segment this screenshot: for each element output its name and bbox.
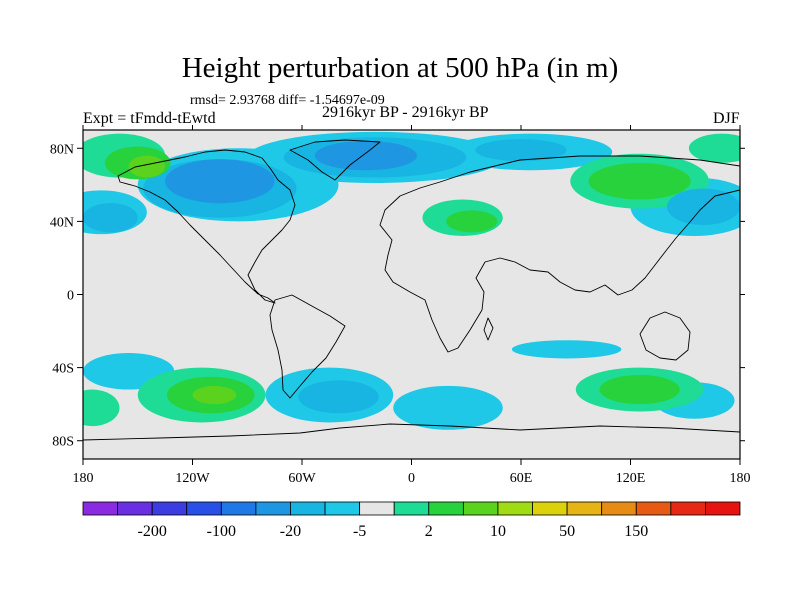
x-tick-label: 120W (175, 471, 210, 486)
coast-australia (639, 311, 691, 361)
anomaly-region (128, 155, 166, 178)
colorbar-label: 50 (559, 523, 575, 540)
anomaly-region (511, 340, 622, 359)
x-tick-label: 120E (616, 471, 646, 486)
coast-greenland (289, 139, 381, 181)
anomaly-region (83, 389, 120, 427)
colorbar-swatch (359, 501, 395, 516)
colorbar-label: 2 (425, 523, 433, 540)
colorbar-swatch (117, 501, 153, 516)
x-tick-label: 0 (408, 471, 415, 486)
x-tick-label: 60E (510, 471, 533, 486)
y-tick-label: 40N (50, 215, 74, 230)
experiment-label: Expt = tFmdd-tEwtd (83, 110, 216, 127)
colorbar-swatch (566, 501, 603, 516)
coastlines (83, 139, 740, 441)
colorbar-swatch (532, 501, 568, 516)
colorbar-swatch (497, 501, 533, 516)
chart-title: Height perturbation at 500 hPa (in m) (181, 52, 619, 84)
coast-madagascar (483, 317, 494, 341)
colorbar-swatch (186, 501, 222, 516)
coast-antarctica (83, 423, 740, 441)
y-tick-label: 80N (50, 142, 74, 157)
colorbar-label: -100 (207, 523, 236, 540)
anomaly-region (446, 210, 498, 233)
coast-north-america (117, 149, 296, 304)
anomaly-region (298, 380, 379, 414)
colorbar-label: -20 (280, 523, 301, 540)
coast-eurasia-africa (379, 155, 740, 353)
anomaly-region (688, 133, 740, 163)
anomaly-region (475, 139, 567, 162)
colorbar-swatch (255, 501, 291, 516)
colorbar-label: -200 (137, 523, 166, 540)
colorbar-swatch (428, 501, 464, 516)
y-tick-label: 80S (52, 435, 74, 450)
colorbar-swatch (393, 501, 430, 516)
x-tick-label: 180 (730, 471, 751, 486)
colorbar-label: 10 (490, 523, 506, 540)
colorbar: -200 -100 -20 -5 2 10 50 150 (82, 501, 741, 540)
colorbar-swatch (82, 501, 118, 516)
x-tick-label: 180 (73, 471, 94, 486)
axes: 180 120W 60W 0 60E 120E 180 80N 40N 0 40S 80S (50, 125, 751, 486)
colorbar-swatch (601, 501, 637, 516)
colorbar-swatch (324, 501, 361, 516)
coast-south-america (269, 294, 346, 399)
anomaly-region (588, 162, 691, 200)
time-period-label: 2916kyr BP - 2916kyr BP (322, 104, 489, 121)
season-label: DJF (713, 110, 740, 127)
anomaly-region (83, 203, 138, 233)
anomaly-region (393, 385, 503, 430)
colorbar-swatch (220, 501, 257, 516)
colorbar-label: -5 (353, 523, 366, 540)
y-tick-label: 40S (52, 362, 74, 377)
y-tick-label: 0 (67, 289, 74, 304)
anomaly-region (314, 140, 417, 171)
colorbar-swatch (151, 501, 188, 516)
colorbar-swatch (462, 501, 499, 516)
anomaly-region (192, 385, 237, 405)
anomaly-region (165, 159, 275, 204)
colorbar-swatch (635, 501, 672, 516)
rmsd-diff-stats: rmsd= 2.93768 diff= -1.54697e-09 (190, 93, 385, 108)
x-tick-label: 60W (288, 471, 316, 486)
colorbar-swatch (670, 501, 706, 516)
colorbar-swatch (705, 501, 741, 516)
field-layer (83, 131, 740, 430)
colorbar-label: 150 (624, 523, 648, 540)
anomaly-region (599, 374, 680, 405)
colorbar-swatch (290, 501, 326, 516)
